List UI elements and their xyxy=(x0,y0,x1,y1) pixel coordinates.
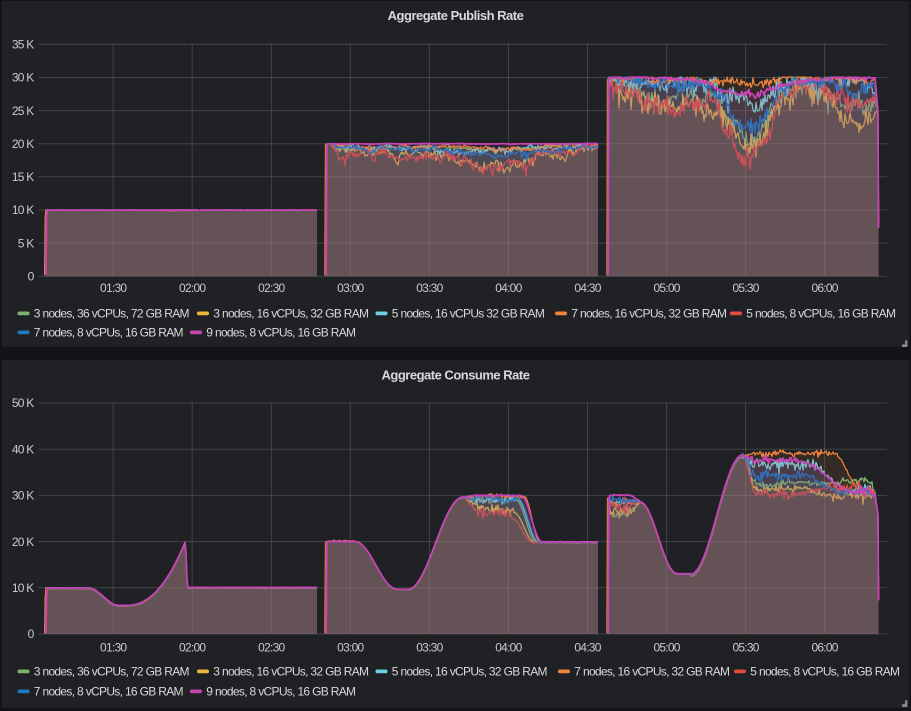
svg-text:04:30: 04:30 xyxy=(574,281,601,295)
svg-text:03:30: 03:30 xyxy=(416,640,443,654)
svg-text:3 nodes, 16 vCPUs, 32 GB RAM: 3 nodes, 16 vCPUs, 32 GB RAM xyxy=(213,665,369,679)
svg-text:5 nodes, 8 vCPUs, 16 GB RAM: 5 nodes, 8 vCPUs, 16 GB RAM xyxy=(750,665,900,679)
svg-text:10 K: 10 K xyxy=(12,581,34,595)
svg-text:30 K: 30 K xyxy=(12,489,34,503)
svg-text:9 nodes, 8 vCPUs, 16 GB RAM: 9 nodes, 8 vCPUs, 16 GB RAM xyxy=(206,326,356,340)
svg-text:0: 0 xyxy=(28,627,35,641)
svg-text:7 nodes, 8 vCPUs, 16 GB RAM: 7 nodes, 8 vCPUs, 16 GB RAM xyxy=(34,326,184,340)
svg-text:02:30: 02:30 xyxy=(258,640,285,654)
svg-text:03:00: 03:00 xyxy=(337,281,364,295)
svg-text:5 K: 5 K xyxy=(18,236,35,250)
svg-text:01:30: 01:30 xyxy=(100,640,127,654)
svg-text:20 K: 20 K xyxy=(12,535,34,549)
svg-text:25 K: 25 K xyxy=(12,104,34,118)
svg-text:05:30: 05:30 xyxy=(732,281,759,295)
svg-text:02:00: 02:00 xyxy=(179,281,206,295)
svg-text:02:30: 02:30 xyxy=(258,281,285,295)
svg-text:3 nodes, 36 vCPUs, 72 GB RAM: 3 nodes, 36 vCPUs, 72 GB RAM xyxy=(34,665,190,679)
svg-text:7 nodes, 16 vCPUs, 32 GB RAM: 7 nodes, 16 vCPUs, 32 GB RAM xyxy=(571,307,727,321)
svg-text:06:00: 06:00 xyxy=(811,281,838,295)
svg-text:5 nodes, 16 vCPUs 32 GB RAM: 5 nodes, 16 vCPUs 32 GB RAM xyxy=(392,307,545,321)
svg-text:03:00: 03:00 xyxy=(337,640,364,654)
svg-text:Aggregate Publish Rate: Aggregate Publish Rate xyxy=(388,8,524,23)
svg-text:05:00: 05:00 xyxy=(653,640,680,654)
svg-text:Aggregate Consume Rate: Aggregate Consume Rate xyxy=(382,368,530,383)
svg-text:5 nodes, 8 vCPUs, 16 GB RAM: 5 nodes, 8 vCPUs, 16 GB RAM xyxy=(746,307,896,321)
svg-text:03:30: 03:30 xyxy=(416,281,443,295)
svg-text:30 K: 30 K xyxy=(12,71,34,85)
svg-text:3 nodes, 16 vCPUs, 32 GB RAM: 3 nodes, 16 vCPUs, 32 GB RAM xyxy=(213,307,369,321)
svg-text:7 nodes, 16 vCPUs, 32 GB RAM: 7 nodes, 16 vCPUs, 32 GB RAM xyxy=(574,665,730,679)
svg-text:15 K: 15 K xyxy=(12,170,34,184)
svg-text:02:00: 02:00 xyxy=(179,640,206,654)
svg-text:05:00: 05:00 xyxy=(653,281,680,295)
svg-text:04:00: 04:00 xyxy=(495,640,522,654)
svg-text:04:00: 04:00 xyxy=(495,281,522,295)
svg-text:0: 0 xyxy=(28,269,35,283)
svg-text:40 K: 40 K xyxy=(12,442,34,456)
svg-text:9 nodes, 8 vCPUs, 16 GB RAM: 9 nodes, 8 vCPUs, 16 GB RAM xyxy=(206,685,356,699)
svg-text:35 K: 35 K xyxy=(12,38,34,52)
svg-text:04:30: 04:30 xyxy=(574,640,601,654)
svg-text:3 nodes, 36 vCPUs, 72 GB RAM: 3 nodes, 36 vCPUs, 72 GB RAM xyxy=(34,307,190,321)
svg-text:10 K: 10 K xyxy=(12,203,34,217)
svg-text:5 nodes, 16 vCPUs, 32 GB RAM: 5 nodes, 16 vCPUs, 32 GB RAM xyxy=(392,665,548,679)
svg-text:7 nodes, 8 vCPUs, 16 GB RAM: 7 nodes, 8 vCPUs, 16 GB RAM xyxy=(34,685,184,699)
svg-text:50 K: 50 K xyxy=(12,396,34,410)
svg-text:06:00: 06:00 xyxy=(811,640,838,654)
svg-text:05:30: 05:30 xyxy=(732,640,759,654)
svg-text:01:30: 01:30 xyxy=(100,281,127,295)
svg-text:20 K: 20 K xyxy=(12,137,34,151)
